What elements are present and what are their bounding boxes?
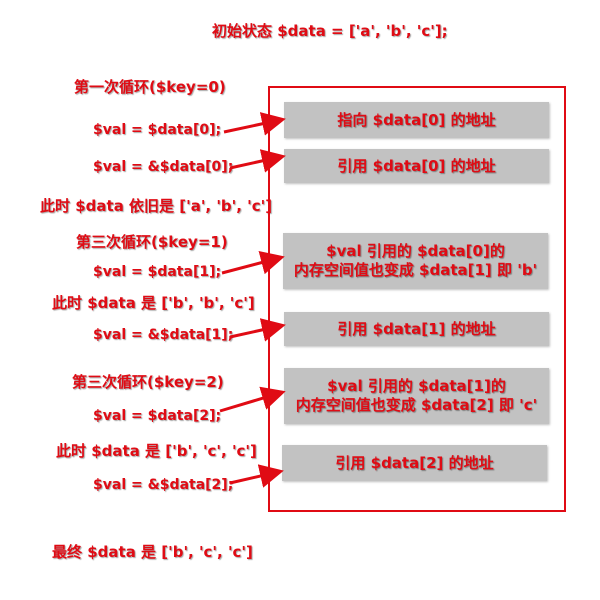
arrow-ref-to-ref-data0: [229, 149, 286, 173]
initial-state-title: 初始状态 $data = ['a', 'b', 'c'];: [212, 22, 448, 40]
box-ref-data1-text: 引用 $data[1] 的地址: [337, 319, 496, 338]
box-point-data0-text: 指向 $data[0] 的地址: [337, 110, 496, 129]
arrow-ref-to-ref-data2: [229, 464, 284, 488]
box-ref-data0: 引用 $data[0] 的地址: [284, 149, 549, 183]
arrow-assign-to-data0-becomes-b: [221, 250, 285, 275]
loop3-heading: 第三次循环($key=2): [72, 373, 224, 391]
box-data1-becomes-c-line2: 内存空间值也变成 $data[2] 即 'c': [295, 396, 538, 414]
box-data0-becomes-b: $val 引用的 $data[0]的 内存空间值也变成 $data[1] 即 '…: [283, 233, 548, 289]
loop2-ref-statement: $val = &$data[1];: [93, 327, 234, 343]
loop3-assign-statement: $val = $data[2];: [93, 408, 222, 424]
box-data1-becomes-c: $val 引用的 $data[1]的 内存空间值也变成 $data[2] 即 '…: [284, 368, 549, 424]
box-ref-data2-text: 引用 $data[2] 的地址: [335, 453, 494, 472]
box-data1-becomes-c-line1: $val 引用的 $data[1]的: [327, 377, 506, 395]
final-state-note: 最终 $data 是 ['b', 'c', 'c']: [52, 543, 253, 561]
loop1-state-note: 此时 $data 依旧是 ['a', 'b', 'c']: [40, 197, 273, 215]
memory-frame: [268, 86, 566, 512]
loop1-assign-statement: $val = $data[0];: [93, 122, 222, 138]
arrow-ref-to-ref-data1: [229, 318, 286, 342]
loop2-state-note: 此时 $data 是 ['b', 'b', 'c']: [52, 294, 255, 312]
box-point-data0: 指向 $data[0] 的地址: [284, 102, 549, 138]
box-data0-becomes-b-line2: 内存空间值也变成 $data[1] 即 'b': [293, 261, 538, 279]
arrow-assign-to-data1-becomes-c: [219, 386, 286, 413]
arrow-assign-to-point-data0: [223, 112, 286, 136]
box-data0-becomes-b-line1: $val 引用的 $data[0]的: [326, 242, 505, 260]
box-ref-data1: 引用 $data[1] 的地址: [284, 312, 549, 346]
loop1-heading: 第一次循环($key=0): [74, 78, 226, 96]
loop2-assign-statement: $val = $data[1];: [93, 264, 222, 280]
loop3-state-note: 此时 $data 是 ['b', 'c', 'c']: [56, 442, 257, 460]
box-ref-data0-text: 引用 $data[0] 的地址: [337, 156, 496, 175]
loop1-ref-statement: $val = &$data[0];: [93, 159, 234, 175]
loop3-ref-statement: $val = &$data[2];: [93, 477, 234, 493]
box-ref-data2: 引用 $data[2] 的地址: [282, 445, 547, 481]
loop2-heading: 第三次循环($key=1): [76, 233, 228, 251]
